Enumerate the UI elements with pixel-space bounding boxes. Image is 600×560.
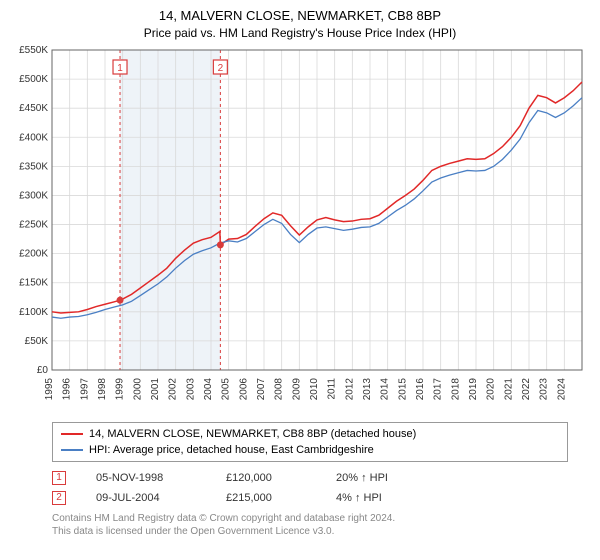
legend-label-hpi: HPI: Average price, detached house, East… [89, 444, 374, 456]
legend-box: 14, MALVERN CLOSE, NEWMARKET, CB8 8BP (d… [52, 422, 568, 462]
svg-text:1996: 1996 [62, 378, 73, 401]
svg-text:2003: 2003 [185, 378, 196, 401]
footer-note: Contains HM Land Registry data © Crown c… [52, 512, 590, 538]
sales-date-2: 09-JUL-2004 [96, 492, 196, 504]
svg-text:£300K: £300K [19, 190, 48, 201]
sales-diff-1: 20% ↑ HPI [336, 472, 388, 484]
svg-text:£500K: £500K [19, 74, 48, 85]
svg-text:1: 1 [117, 63, 123, 74]
svg-text:2006: 2006 [238, 378, 249, 401]
sales-price-2: £215,000 [226, 492, 306, 504]
sales-marker-1: 1 [52, 471, 66, 485]
svg-text:£350K: £350K [19, 161, 48, 172]
chart-container: 14, MALVERN CLOSE, NEWMARKET, CB8 8BP Pr… [0, 0, 600, 560]
svg-text:2018: 2018 [450, 378, 461, 401]
svg-text:2007: 2007 [256, 378, 267, 401]
chart-svg: £0 £50K £100K £150K £200K £250K £300K £350K £400… [10, 46, 590, 416]
svg-text:£0: £0 [37, 365, 49, 376]
sales-row-1: 1 05-NOV-1998 £120,000 20% ↑ HPI [52, 468, 590, 488]
footer-line-1: Contains HM Land Registry data © Crown c… [52, 512, 590, 525]
svg-text:2: 2 [218, 63, 224, 74]
svg-text:2014: 2014 [380, 378, 391, 401]
legend-row-hpi: HPI: Average price, detached house, East… [61, 442, 559, 458]
svg-text:£200K: £200K [19, 249, 48, 260]
svg-text:£100K: £100K [19, 307, 48, 318]
sales-date-1: 05-NOV-1998 [96, 472, 196, 484]
sales-marker-2: 2 [52, 491, 66, 505]
svg-text:2000: 2000 [132, 378, 143, 401]
legend-swatch-property [61, 433, 83, 435]
chart-title: 14, MALVERN CLOSE, NEWMARKET, CB8 8BP [10, 8, 590, 23]
svg-text:2008: 2008 [274, 378, 285, 401]
svg-text:2023: 2023 [539, 378, 550, 401]
svg-text:2001: 2001 [150, 378, 161, 401]
chart-subtitle: Price paid vs. HM Land Registry's House … [10, 26, 590, 40]
svg-text:2005: 2005 [221, 378, 232, 401]
svg-text:1998: 1998 [97, 378, 108, 401]
svg-text:2015: 2015 [397, 378, 408, 401]
svg-text:2019: 2019 [468, 378, 479, 401]
svg-text:2009: 2009 [291, 378, 302, 401]
svg-text:£250K: £250K [19, 220, 48, 231]
svg-text:2020: 2020 [486, 378, 497, 401]
legend-row-property: 14, MALVERN CLOSE, NEWMARKET, CB8 8BP (d… [61, 426, 559, 442]
svg-text:2010: 2010 [309, 378, 320, 401]
svg-text:1995: 1995 [44, 378, 55, 401]
sales-row-2: 2 09-JUL-2004 £215,000 4% ↑ HPI [52, 488, 590, 508]
svg-text:£550K: £550K [19, 46, 48, 56]
svg-text:£150K: £150K [19, 278, 48, 289]
svg-text:£450K: £450K [19, 103, 48, 114]
svg-text:1997: 1997 [79, 378, 90, 401]
sales-table: 1 05-NOV-1998 £120,000 20% ↑ HPI 2 09-JU… [52, 468, 590, 508]
sales-price-1: £120,000 [226, 472, 306, 484]
svg-text:£50K: £50K [25, 336, 49, 347]
legend-label-property: 14, MALVERN CLOSE, NEWMARKET, CB8 8BP (d… [89, 428, 416, 440]
svg-text:2024: 2024 [556, 378, 567, 401]
svg-text:2012: 2012 [344, 378, 355, 401]
svg-text:2016: 2016 [415, 378, 426, 401]
svg-text:2021: 2021 [503, 378, 514, 401]
legend-swatch-hpi [61, 449, 83, 451]
sales-diff-2: 4% ↑ HPI [336, 492, 382, 504]
svg-text:2017: 2017 [433, 378, 444, 401]
svg-text:2013: 2013 [362, 378, 373, 401]
svg-text:2011: 2011 [327, 378, 338, 400]
chart-plot-area: £0 £50K £100K £150K £200K £250K £300K £350K £400… [10, 46, 590, 416]
svg-text:2022: 2022 [521, 378, 532, 401]
footer-line-2: This data is licensed under the Open Gov… [52, 525, 590, 538]
svg-text:2002: 2002 [168, 378, 179, 401]
svg-text:2004: 2004 [203, 378, 214, 401]
svg-text:1999: 1999 [115, 378, 126, 401]
svg-text:£400K: £400K [19, 132, 48, 143]
